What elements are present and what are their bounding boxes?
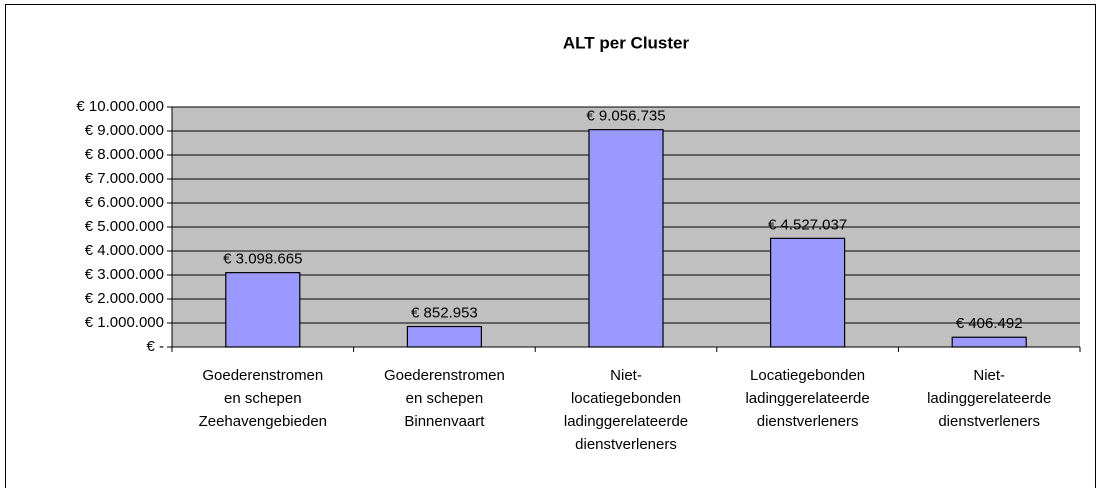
value-label: € 3.098.665 [223,251,302,268]
x-tick-label-line: Zeehavengebieden [199,413,327,430]
y-tick-label: € 1.000.000 [85,314,164,331]
y-tick-label: € 8.000.000 [85,146,164,163]
y-tick-label: € 10.000.000 [76,98,164,115]
y-tick-label: € 3.000.000 [85,266,164,283]
value-label: € 852.953 [411,304,478,321]
x-tick-label: Goederenstromen en schepen Binnenvaart [384,367,505,430]
x-tick-label-line: dienstverleners [757,413,859,430]
value-label: € 9.056.735 [586,108,665,125]
y-tick-label: € 4.000.000 [85,242,164,259]
value-label: € 4.527.037 [768,216,847,233]
value-label: € 406.492 [956,315,1023,332]
x-tick-label-line: dienstverleners [938,413,1040,430]
x-tick-label-line: en schepen [406,390,484,407]
bar [225,272,301,348]
x-tick-label: Goederenstromen en schepen Zeehavengebiede… [199,367,327,430]
bar [769,237,846,348]
chart-title: ALT per Cluster [563,33,690,52]
x-tick-label: Niet-ladinggerelateerde dienstverleners [927,367,1051,430]
x-tick-label-line: Niet- [973,367,1005,384]
x-tick-label-line: ladinggerelateerde [927,390,1051,407]
y-tick-label: € 2.000.000 [85,290,164,307]
x-tick-label-line: locatiegebonden [571,390,681,407]
x-tick-label-line: ladinggerelateerde [745,390,869,407]
x-tick-label-line: Niet- [610,367,642,384]
bar [588,129,664,348]
x-tick-label: Niet-locatiegebonden ladinggerelateerde di… [564,367,688,453]
x-tick-label-line: Binnenvaart [404,413,485,430]
y-tick-label: € 6.000.000 [85,194,164,211]
x-tick-label: Locatiegebonden ladinggerelateerde dienstv… [745,367,869,430]
x-tick-label-line: en schepen [224,390,302,407]
x-tick-label-line: ladinggerelateerde [564,413,688,430]
y-tick-label: € 9.000.000 [85,122,164,139]
bar [951,336,1027,348]
y-tick-label: € 5.000.000 [85,218,164,235]
x-tick-label-line: Locatiegebonden [750,367,865,384]
y-tick-label: € 7.000.000 [85,170,164,187]
x-tick-label-line: Goederenstromen [384,367,505,384]
bar [406,325,482,348]
x-tick-label-line: Goederenstromen [202,367,323,384]
x-tick-label-line: dienstverleners [575,436,677,453]
y-tick-label: € - [146,338,164,355]
